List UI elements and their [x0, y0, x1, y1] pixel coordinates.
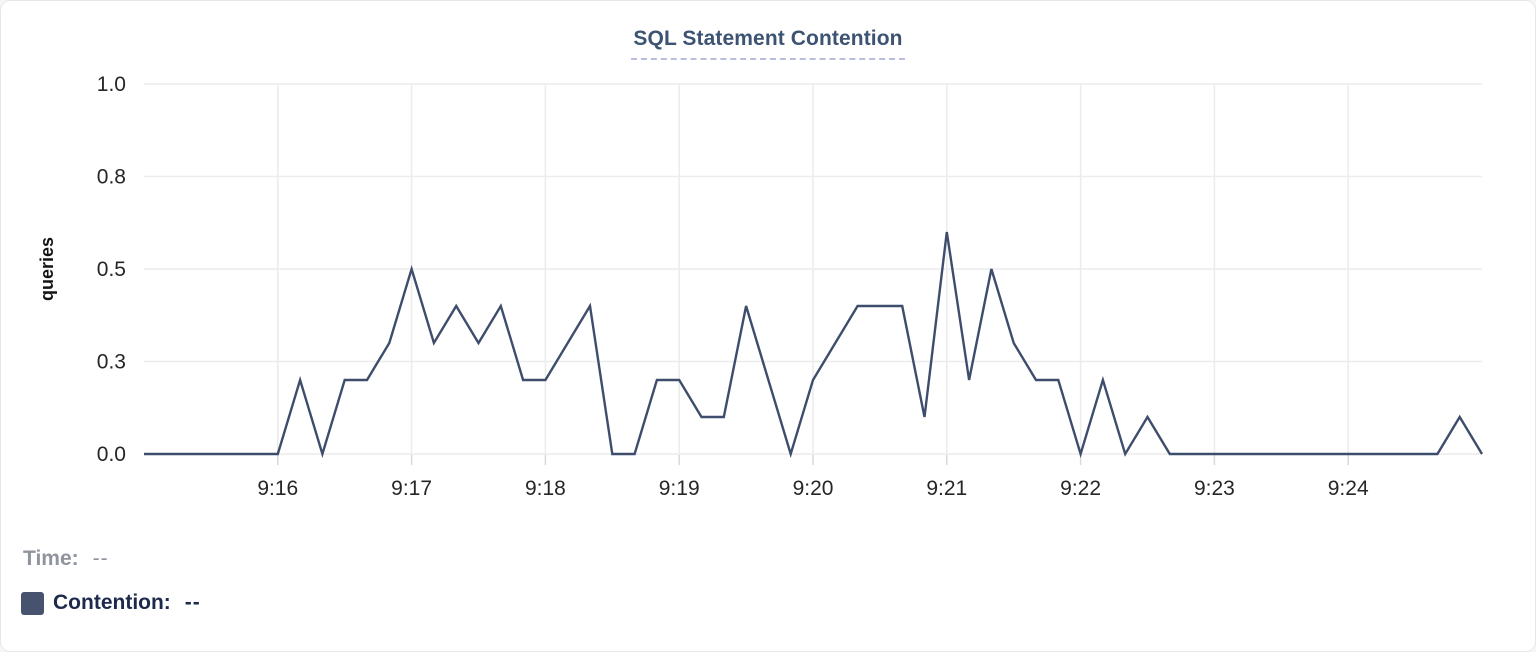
x-tick-label: 9:16 — [257, 477, 298, 500]
contention-label: Contention: — [53, 591, 171, 614]
y-axis-title: queries — [37, 237, 57, 301]
x-tick-label: 9:24 — [1328, 477, 1369, 500]
x-tick-label: 9:19 — [659, 477, 700, 500]
hover-readout-contention: Contention: -- — [21, 591, 201, 615]
contention-series-swatch — [21, 591, 44, 615]
chart-header: SQL Statement Contention — [1, 27, 1535, 60]
y-tick-label: 0.5 — [97, 258, 126, 281]
y-tick-label: 1.0 — [97, 73, 126, 96]
hover-readout-time: Time: -- — [23, 547, 109, 571]
y-tick-label: 0.8 — [97, 166, 126, 189]
y-tick-label: 0.3 — [97, 351, 126, 374]
x-tick-label: 9:22 — [1060, 477, 1101, 500]
y-tick-label: 0.0 — [97, 443, 126, 466]
time-value: -- — [92, 547, 109, 570]
time-label: Time: — [23, 547, 79, 570]
x-tick-label: 9:23 — [1194, 477, 1235, 500]
contention-value: -- — [184, 591, 201, 614]
contention-series-line — [144, 231, 1484, 459]
chart-title[interactable]: SQL Statement Contention — [631, 27, 905, 60]
x-tick-label: 9:21 — [926, 477, 967, 500]
x-tick-label: 9:17 — [391, 477, 432, 500]
x-tick-label: 9:20 — [793, 477, 834, 500]
x-tick-label: 9:18 — [525, 477, 566, 500]
